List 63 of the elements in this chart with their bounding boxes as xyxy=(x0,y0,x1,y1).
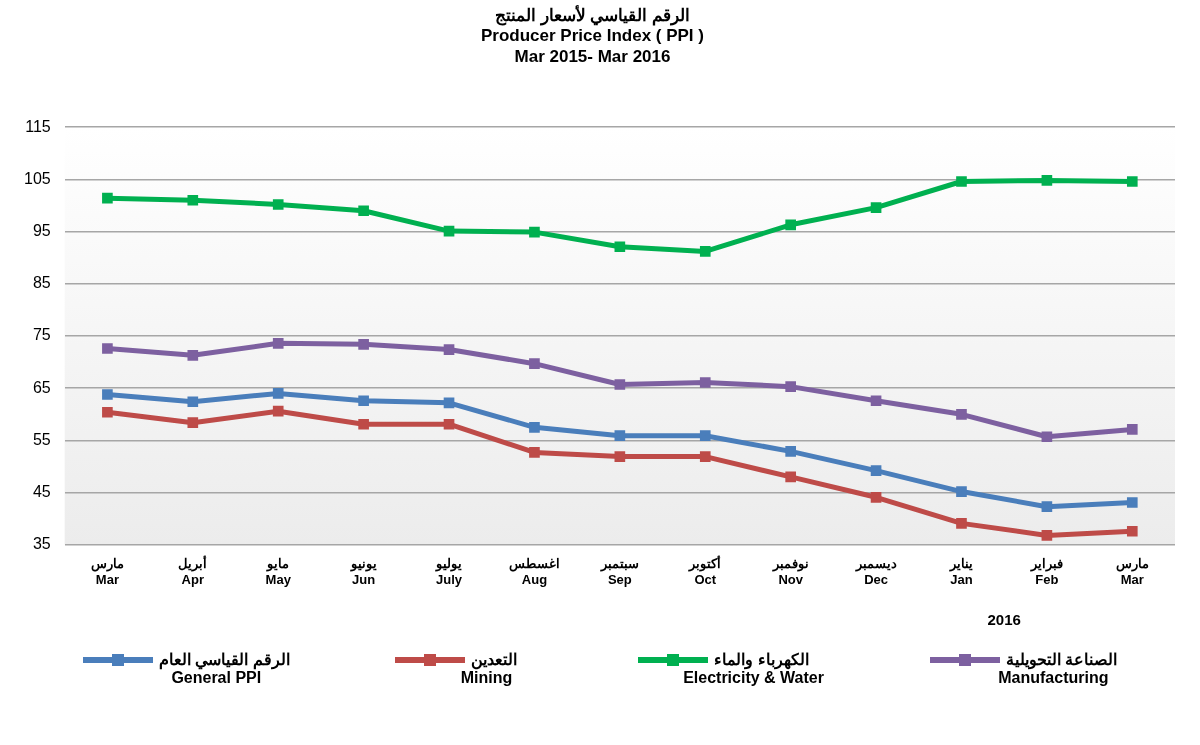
point xyxy=(272,405,284,417)
point xyxy=(187,349,199,361)
point xyxy=(1126,497,1138,508)
point xyxy=(785,446,796,457)
point xyxy=(272,337,284,349)
point xyxy=(358,205,369,217)
point xyxy=(102,192,113,204)
point xyxy=(1126,424,1138,435)
point xyxy=(102,343,113,354)
point xyxy=(443,225,455,237)
point xyxy=(614,430,626,442)
point xyxy=(614,241,626,253)
point xyxy=(529,226,540,238)
point xyxy=(187,194,199,206)
point xyxy=(870,202,882,213)
point xyxy=(956,518,967,529)
point xyxy=(272,199,284,210)
point xyxy=(870,395,882,407)
y-tick-label: 85 xyxy=(32,274,51,292)
point xyxy=(785,381,796,392)
point xyxy=(1126,176,1138,187)
point xyxy=(102,406,113,418)
text: 2016 xyxy=(987,610,1021,628)
point xyxy=(699,430,711,442)
y-tick-label: 45 xyxy=(32,483,51,501)
y-tick-label: 55 xyxy=(32,430,51,448)
point xyxy=(699,451,711,462)
point xyxy=(785,471,796,483)
y-tick-label: 115 xyxy=(25,117,51,135)
point xyxy=(102,389,113,400)
y-tick-label: 95 xyxy=(32,222,51,240)
point xyxy=(956,486,967,497)
point xyxy=(529,422,540,433)
point xyxy=(187,417,199,428)
point xyxy=(614,451,626,462)
point xyxy=(870,465,882,476)
point xyxy=(272,388,284,399)
point xyxy=(785,219,796,231)
point xyxy=(956,176,967,187)
point xyxy=(529,358,540,369)
point xyxy=(1041,501,1053,513)
point xyxy=(614,379,626,390)
point xyxy=(529,447,540,458)
point xyxy=(443,397,455,409)
point xyxy=(699,246,711,257)
point xyxy=(358,395,369,407)
point xyxy=(699,377,711,388)
y-tick-label: 75 xyxy=(32,326,51,344)
chart-subtitle: Mar 2015- Mar 2016 xyxy=(514,46,671,66)
y-tick-label: 65 xyxy=(32,378,51,396)
point xyxy=(443,344,455,355)
point xyxy=(870,491,882,503)
point xyxy=(358,339,369,350)
point xyxy=(956,408,967,420)
point xyxy=(1041,431,1053,443)
point xyxy=(187,396,199,408)
point xyxy=(358,418,369,430)
point xyxy=(1041,175,1053,186)
point xyxy=(1126,525,1138,537)
y-tick-label: 35 xyxy=(32,535,51,553)
y-tick-label: 105 xyxy=(23,169,51,187)
point xyxy=(443,418,455,430)
point xyxy=(1041,530,1053,541)
